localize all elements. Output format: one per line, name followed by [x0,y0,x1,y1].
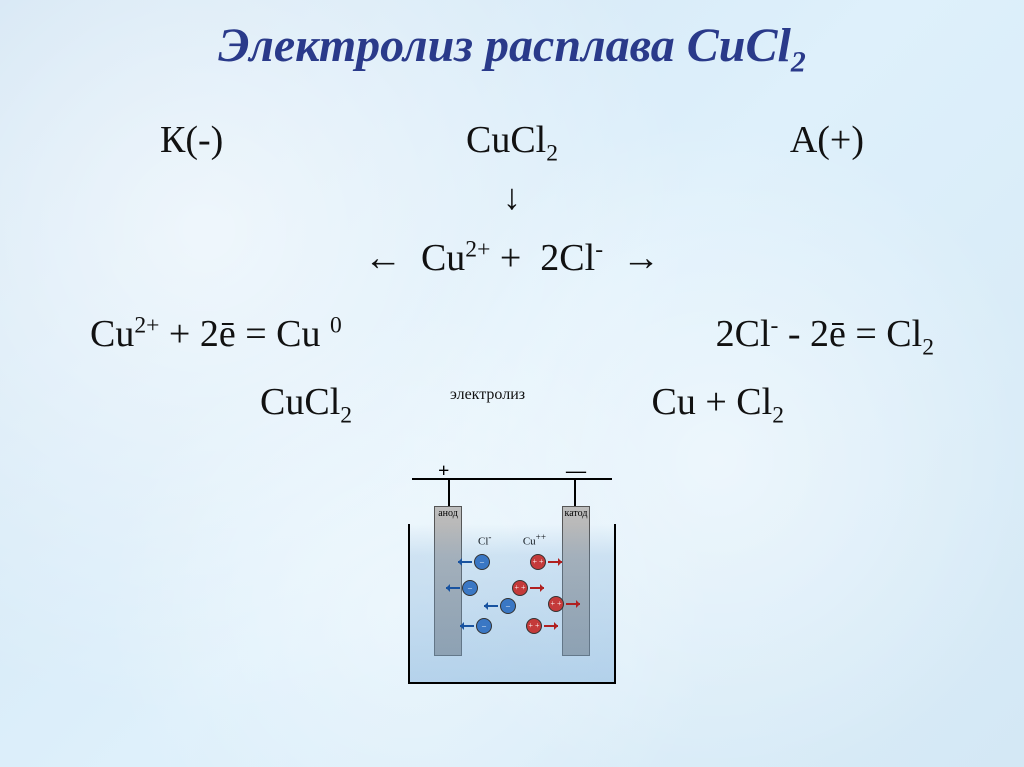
hc-cu: Cu [90,313,134,355]
ion-arrow [454,558,472,566]
chloride-ion: – [500,598,516,614]
hc-rest: + 2ē = Cu [159,313,330,355]
overall-lhs: CuCl2 [260,380,352,430]
formula-text: CuCl [466,119,546,161]
ion-arrow [530,584,548,592]
overall-rhs: Cu + Cl2 [652,380,784,430]
ha-cl: Cl [735,313,771,355]
electrolysis-diagram: + — анод катод Cl- Cu++ –+ +–+ +–+ +–+ + [400,468,624,718]
ov-rhs-text: Cu + Cl [652,381,773,423]
formula-sub: 2 [546,141,558,167]
anode-half-reaction: 2Cl- - 2ē = Cl2 [716,312,934,362]
ov-lhs-text: CuCl [260,381,340,423]
compound-formula: CuCl2 [0,118,1024,168]
overall-arrow-label: электролиз [450,386,525,404]
ha-mid: - 2ē = Cl [778,313,922,355]
cu-sup: 2+ [465,236,490,262]
copper-ion: + + [530,554,546,570]
copper-ion: + + [526,618,542,634]
terminal-minus: — [566,460,586,483]
hc-cu-sup: 2+ [134,312,159,338]
copper-ion: + + [512,580,528,596]
chloride-ion: – [474,554,490,570]
chloride-ion: – [462,580,478,596]
ha-cl2-sub: 2 [922,335,934,361]
cathode-plate-label: катод [556,508,596,519]
ion-arrow [456,622,474,630]
two-text: 2 [540,237,559,279]
ion-arrow [544,622,562,630]
plus-text: + [500,237,531,279]
title-sub: 2 [791,46,806,79]
anode-plate-label: анод [428,508,468,519]
copper-ion: + + [548,596,564,612]
dissociation-row: ← Cu2+ + 2Cl- → [0,236,1024,280]
cl-text: Cl [559,237,595,279]
ha-two: 2 [716,313,735,355]
left-arrow: ← [364,237,402,279]
title-text: Электролиз расплава CuCl [218,19,791,72]
page-title: Электролиз расплава CuCl2 [0,18,1024,80]
right-arrow: → [622,237,660,279]
ion-arrow [442,584,460,592]
anode-label: А(+) [790,118,864,162]
ion-arrow [548,558,566,566]
chloride-ion: – [476,618,492,634]
ion-arrow [566,600,584,608]
lead-right [574,478,576,506]
ov-rhs-sub: 2 [772,403,784,429]
cu-text: Cu [421,237,465,279]
cl-sup: - [595,236,603,262]
down-arrow: ↓ [0,176,1024,218]
hc-zero-sup: 0 [330,312,342,338]
ion-arrow [480,602,498,610]
lead-left [448,478,450,506]
cathode-half-reaction: Cu2+ + 2ē = Cu 0 [90,312,342,356]
ov-lhs-sub: 2 [340,403,352,429]
